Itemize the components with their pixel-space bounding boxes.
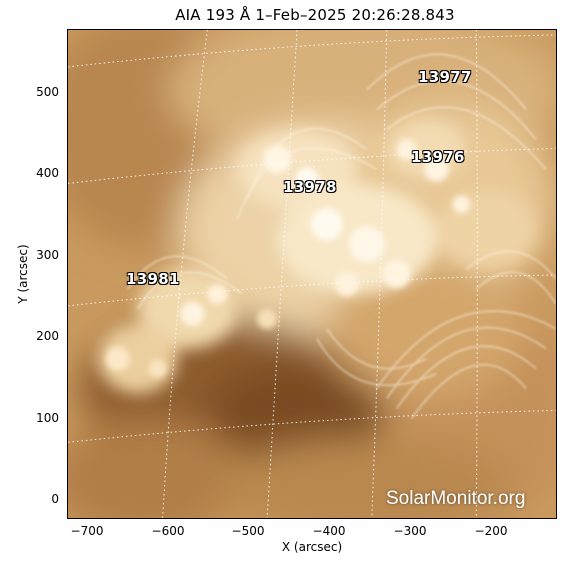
solar-corona-image	[68, 30, 556, 518]
active-region-label: 13976	[411, 148, 465, 166]
x-tick-label: −700	[70, 524, 104, 538]
solar-image-frame: 13977 13976 13978 13981 SolarMonitor.org	[67, 29, 557, 519]
x-tick-label: −600	[151, 524, 185, 538]
active-region-label: 13981	[126, 270, 180, 288]
plot-title: AIA 193 Å 1–Feb–2025 20:26:28.843	[175, 6, 455, 24]
watermark: SolarMonitor.org	[386, 488, 526, 509]
x-tick-label: −400	[312, 524, 346, 538]
y-tick-label: 400	[36, 166, 59, 180]
y-tick-label: 100	[36, 411, 59, 425]
x-tick-label: −200	[474, 524, 508, 538]
active-region-label: 13977	[418, 68, 472, 86]
x-axis-label: X (arcsec)	[281, 540, 343, 554]
x-tick-label: −500	[231, 524, 265, 538]
bright-knots	[105, 139, 471, 378]
heliographic-grid	[68, 30, 556, 518]
y-tick-label: 500	[36, 85, 59, 99]
coronal-loops	[127, 53, 556, 419]
y-tick-label: 0	[51, 492, 59, 506]
y-tick-label: 300	[36, 248, 59, 262]
active-region-label: 13978	[283, 178, 337, 196]
y-tick-label: 200	[36, 329, 59, 343]
x-tick-label: −300	[393, 524, 427, 538]
y-axis-label: Y (arcsec)	[16, 244, 30, 304]
